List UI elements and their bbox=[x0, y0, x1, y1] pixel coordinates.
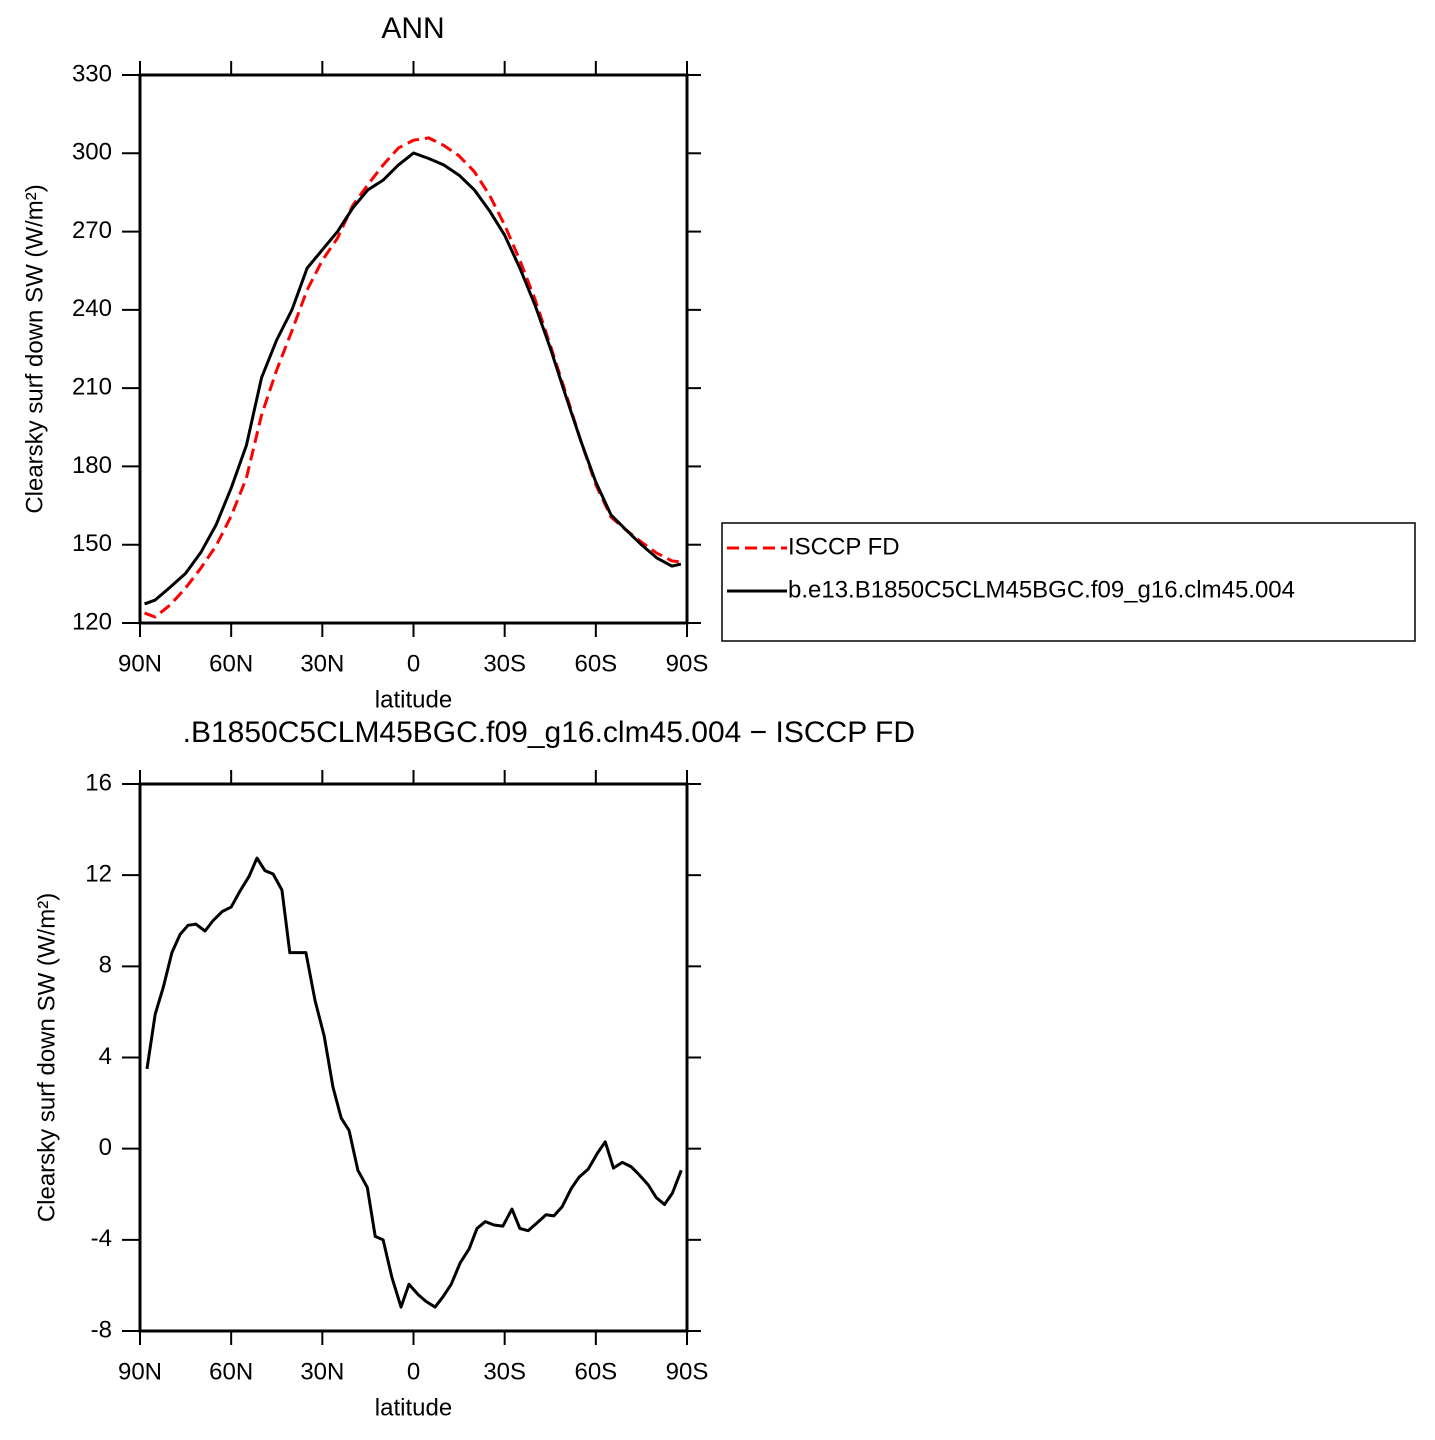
x-tick-label: 90S bbox=[666, 650, 709, 677]
x-axis-label: latitude bbox=[375, 686, 452, 713]
x-tick-label: 60S bbox=[574, 650, 617, 677]
y-tick-label: 16 bbox=[85, 769, 112, 796]
y-tick-label: 330 bbox=[72, 60, 112, 87]
y-tick-label: 300 bbox=[72, 139, 112, 166]
x-tick-label: 30S bbox=[483, 650, 526, 677]
x-tick-label: 90N bbox=[118, 1358, 162, 1385]
y-tick-label: -4 bbox=[91, 1225, 112, 1252]
legend-label: b.e13.B1850C5CLM45BGC.f09_g16.clm45.004 bbox=[788, 576, 1295, 603]
data-line bbox=[145, 856, 683, 1309]
x-tick-label: 90S bbox=[666, 1358, 709, 1385]
x-tick-label: 60N bbox=[209, 1358, 253, 1385]
chart-title: .B1850C5CLM45BGC.f09_g16.clm45.004 − ISC… bbox=[183, 716, 915, 749]
legend-label: ISCCP FD bbox=[788, 533, 900, 560]
plot-frame bbox=[138, 73, 689, 625]
x-tick-label: 60S bbox=[574, 1358, 617, 1385]
x-tick-label: 90N bbox=[118, 650, 162, 677]
x-tick-label: 30N bbox=[300, 650, 344, 677]
y-axis-label: Clearsky surf down SW (W/m²) bbox=[33, 893, 60, 1222]
y-tick-label: 150 bbox=[72, 530, 112, 557]
y-tick-label: 240 bbox=[72, 295, 112, 322]
y-tick-label: 0 bbox=[99, 1134, 112, 1161]
x-tick-label: 0 bbox=[407, 1358, 420, 1385]
y-tick-label: -8 bbox=[91, 1316, 112, 1343]
x-tick-label: 60N bbox=[209, 650, 253, 677]
x-tick-label: 30S bbox=[483, 1358, 526, 1385]
y-tick-label: 120 bbox=[72, 608, 112, 635]
data-line bbox=[144, 136, 682, 619]
y-tick-label: 12 bbox=[85, 861, 112, 888]
y-tick-label: 210 bbox=[72, 373, 112, 400]
plot-frame bbox=[138, 782, 689, 1333]
legend-box bbox=[721, 522, 1416, 642]
data-line bbox=[144, 151, 682, 606]
x-tick-label: 30N bbox=[300, 1358, 344, 1385]
y-tick-label: 8 bbox=[99, 952, 112, 979]
y-axis-label: Clearsky surf down SW (W/m²) bbox=[21, 184, 48, 513]
y-tick-label: 270 bbox=[72, 217, 112, 244]
y-tick-label: 180 bbox=[72, 452, 112, 479]
y-tick-label: 4 bbox=[99, 1043, 112, 1070]
x-tick-label: 0 bbox=[407, 650, 420, 677]
chart-title: ANN bbox=[381, 12, 444, 45]
x-axis-label: latitude bbox=[375, 1394, 452, 1421]
